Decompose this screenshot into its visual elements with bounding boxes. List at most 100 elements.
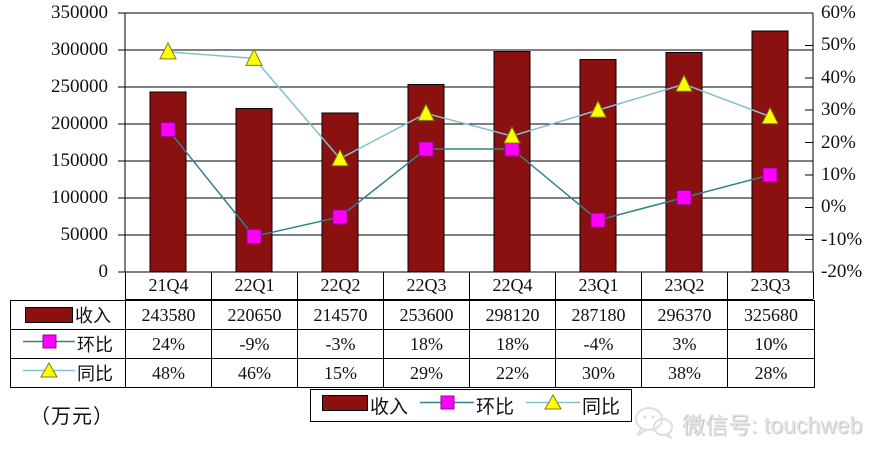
qoq-line-swatch [23,332,75,356]
left-axis-tick-label: 50000 [60,224,109,245]
qoq-row-label-text: 环比 [77,335,113,355]
unit-label: （万元） [30,406,114,428]
yoy-triangle-marker [245,48,263,66]
chart-data-table: 收入 243580 220650 214570 253600 298120 287180 29… [10,300,815,388]
revenue-bar-swatch [321,394,368,417]
revenue-row-label: 收入 [11,301,126,329]
category-label: 21Q4 [126,272,212,299]
right-axis-tick-label: -20% [821,261,863,282]
left-axis-tick-label: 250000 [51,76,108,97]
qoq-value-cell: 18% [384,330,470,358]
yoy-triangle-marker [761,106,779,125]
left-axis-tick-label: 300000 [51,39,108,60]
left-axis-tick-label: 100000 [51,187,108,208]
legend-label-revenue: 收入 [369,397,408,418]
legend-item-qoq: 环比 [419,392,514,419]
left-axis-tick-label: 0 [98,261,109,282]
yoy-value-cell: 46% [212,359,298,387]
category-axis-row: 21Q4 22Q1 22Q2 22Q3 22Q4 23Q1 23Q2 23Q3 [125,272,814,300]
qoq-value-cell: 24% [126,330,212,358]
qoq-line-swatch [419,393,474,418]
yoy-line-swatch [526,393,580,418]
qoq-square-marker [676,190,692,206]
yoy-line [167,51,771,160]
right-axis-tick-label: -10% [821,228,863,250]
right-axis-tick-label: 30% [821,99,856,121]
revenue-value-cell: 220650 [212,301,298,329]
yoy-value-cell: 38% [642,359,728,387]
right-axis-tick-label: 20% [821,131,856,153]
qoq-value-cell: -9% [212,330,298,358]
yoy-value-cell: 15% [298,359,384,387]
combo-chart-plot [118,12,814,273]
qoq-square-marker [160,122,176,138]
revenue-value-cell: 298120 [470,301,556,329]
yoy-value-cell: 28% [754,362,788,383]
qoq-value-cell: -4% [556,330,642,358]
category-label: 22Q4 [470,272,556,299]
qoq-value-cell: -3% [298,330,384,358]
qoq-square-marker [504,141,520,157]
revenue-bar [235,108,273,273]
yoy-line-swatch [23,361,75,385]
category-label: 22Q2 [298,272,384,299]
watermark-text: 微信号: touchweb [682,412,863,438]
qoq-row-label: 环比 [11,330,126,358]
revenue-table-row: 收入 243580 220650 214570 253600 298120 287180 29… [11,301,814,330]
qoq-square-marker [332,209,348,225]
yoy-row-label-text: 同比 [77,364,113,384]
qoq-value-cell: 18% [470,330,556,358]
right-axis-tick-label: 0% [821,196,847,218]
yoy-value-cell: 22% [470,359,556,387]
revenue-bar-swatch [25,307,73,323]
qoq-line [167,129,771,238]
revenue-bar [579,58,617,273]
category-label: 23Q3 [728,272,814,299]
revenue-bar [321,112,359,273]
left-axis-tick-label: 150000 [51,150,108,171]
wechat-icon [635,407,673,439]
revenue-value-cell: 325680 [744,304,798,325]
yoy-triangle-marker [331,148,349,167]
revenue-bar [493,50,531,273]
legend-label-yoy: 同比 [582,397,621,418]
revenue-value-cell: 296370 [642,301,728,329]
watermark: 微信号: touchweb [634,400,862,446]
right-axis-tick-label: 10% [821,163,856,185]
revenue-value-cell: 243580 [126,301,212,329]
right-axis-tick-label: 60% [821,2,856,23]
yoy-value-cell: 29% [384,359,470,387]
qoq-square-marker [762,167,778,183]
revenue-value-cell: 253600 [384,301,470,329]
chart-legend: 收入 环比 同比 [310,389,632,422]
yoy-triangle-marker [589,100,607,118]
yoy-value-cell: 48% [126,359,212,387]
yoy-triangle-marker [503,125,521,144]
category-label: 23Q1 [556,272,642,299]
yoy-triangle-marker [675,74,693,92]
qoq-value-cell: 3% [642,330,728,358]
right-axis-tick-label: 50% [821,34,856,56]
qoq-value-cell: 10% [754,333,788,354]
qoq-square-marker [246,228,262,244]
qoq-square-marker [418,141,434,157]
revenue-bar [149,91,187,273]
yoy-value-cell: 30% [556,359,642,387]
yoy-triangle-marker [159,41,177,60]
category-label: 22Q3 [384,272,470,299]
revenue-value-cell: 214570 [298,301,384,329]
category-label: 22Q1 [212,272,298,299]
yoy-triangle-marker [417,103,435,121]
legend-item-revenue: 收入 [321,392,408,419]
revenue-value-cell: 287180 [556,301,642,329]
legend-label-qoq: 环比 [475,397,514,418]
yoy-row-label: 同比 [11,359,126,387]
left-axis-tick-label: 200000 [51,113,108,134]
left-axis-tick-label: 350000 [51,2,108,23]
right-axis-tick-label: 40% [821,66,856,88]
qoq-square-marker [590,212,606,228]
revenue-bar [751,30,789,273]
category-label: 23Q2 [642,272,728,299]
legend-item-yoy: 同比 [526,392,620,419]
